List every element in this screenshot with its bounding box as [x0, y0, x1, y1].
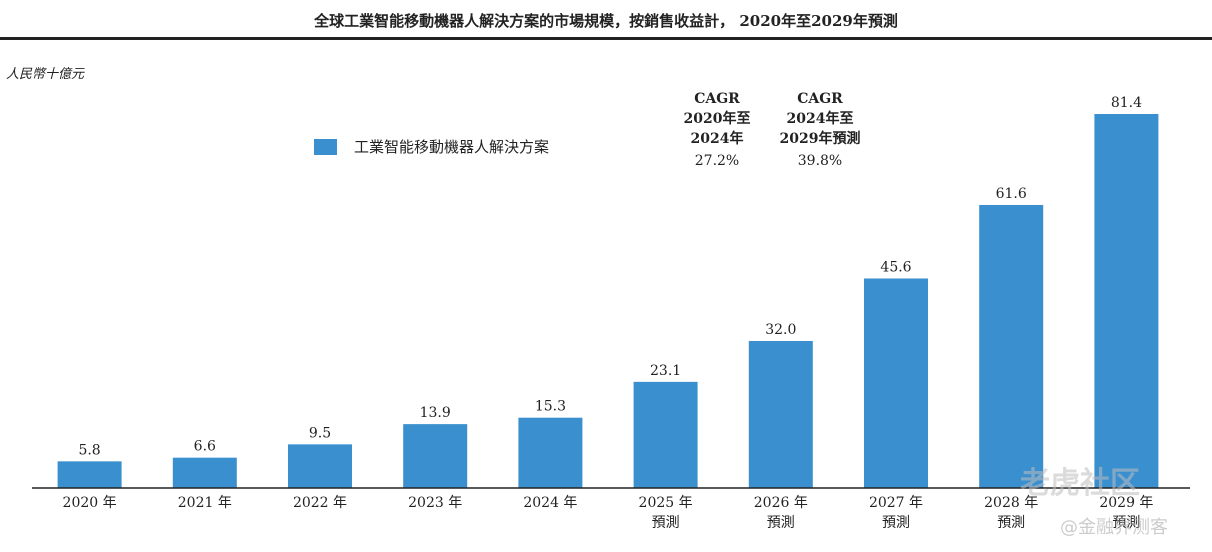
bar [518, 417, 583, 488]
watermark-subtext: @金融界测客 [1060, 517, 1168, 538]
watermark-text: 老虎社区 [1020, 466, 1140, 501]
x-tick-label: 2022 年 [293, 495, 347, 511]
x-tick-label: 2020 年 [63, 495, 117, 511]
bar [633, 381, 698, 488]
legend-label: 工業智能移動機器人解決方案 [354, 138, 550, 156]
cagr-heading: CAGR [797, 91, 843, 107]
x-tick-label: 2025 年 [639, 495, 693, 511]
bar-value-label: 81.4 [1111, 95, 1142, 111]
bar-value-label: 6.6 [194, 439, 216, 455]
bar [403, 424, 468, 488]
bar [288, 444, 352, 488]
bar [1094, 114, 1159, 488]
cagr-period-start: 2020年至 [683, 111, 751, 127]
bar [979, 204, 1044, 489]
x-tick-label: 預測 [1112, 515, 1140, 531]
bar-value-label: 23.1 [650, 363, 681, 379]
x-tick-label: 2024 年 [523, 495, 577, 511]
x-tick-label: 2027 年 [869, 495, 923, 511]
cagr-period-end: 2024年 [690, 131, 744, 147]
bar-value-label: 13.9 [420, 405, 451, 421]
x-tick-label: 預測 [767, 515, 795, 531]
x-tick-label: 預測 [882, 515, 910, 531]
bar-value-label: 5.8 [78, 442, 100, 458]
legend: 工業智能移動機器人解決方案 [314, 136, 549, 157]
x-tick-label: 2021 年 [178, 495, 232, 511]
bar [864, 278, 928, 488]
bar-value-label: 32.0 [765, 322, 796, 338]
x-tick-label: 2028 年 [984, 495, 1038, 511]
bar-value-label: 45.6 [880, 259, 911, 275]
bar-value-label: 9.5 [309, 425, 331, 441]
bar [57, 461, 122, 488]
cagr-period-end: 2029年預測 [779, 131, 861, 147]
cagr-value: 27.2% [694, 153, 740, 169]
cagr-annotation-2024-2029: CAGR 2024年至 2029年預測 39.8% [760, 89, 880, 171]
bar-value-label: 61.6 [996, 186, 1027, 202]
x-tick-label: 2023 年 [408, 495, 462, 511]
bar [172, 457, 237, 488]
cagr-heading: CAGR [694, 91, 740, 107]
bar-value-label: 15.3 [535, 399, 566, 415]
title-rule [0, 37, 1212, 40]
x-tick-label: 2026 年 [754, 495, 808, 511]
bar [748, 340, 813, 488]
chart-title: 全球工業智能移動機器人解決方案的市場規模，按銷售收益計， 2020年至2029年… [314, 12, 898, 30]
cagr-period-start: 2024年至 [786, 111, 854, 127]
unit-label: 人民幣十億元 [6, 67, 85, 82]
cagr-annotation-2020-2024: CAGR 2020年至 2024年 27.2% [657, 89, 777, 171]
legend-swatch [314, 138, 337, 155]
x-tick-label: 2029 年 [1099, 495, 1153, 511]
x-tick-label: 預測 [652, 515, 680, 531]
cagr-value: 39.8% [797, 153, 843, 169]
x-tick-label: 預測 [997, 515, 1025, 531]
